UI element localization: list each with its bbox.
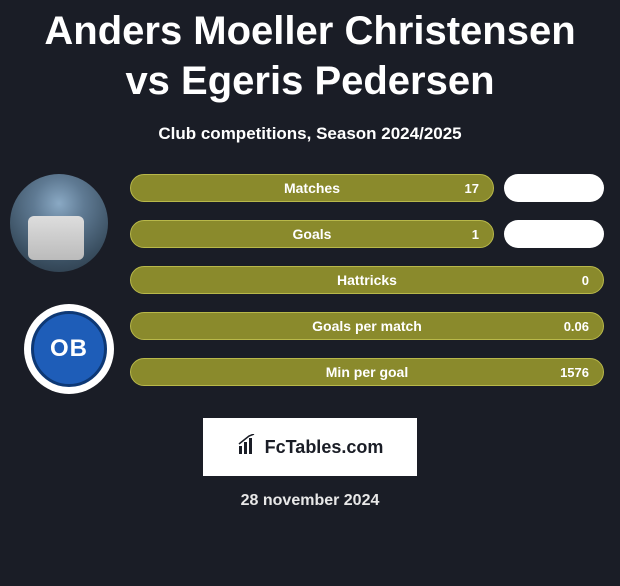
club-badge-inner: OB [31, 311, 107, 387]
comparison-panel: OB Matches 17 Goals 1 Hattricks 0 Goals per ma… [0, 174, 620, 404]
stats-bars: Matches 17 Goals 1 Hattricks 0 Goals per match… [130, 174, 620, 404]
stat-pill: Hattricks 0 [130, 266, 604, 294]
comparison-pill [504, 220, 604, 248]
stat-value: 1 [472, 227, 479, 242]
stat-pill: Goals per match 0.06 [130, 312, 604, 340]
stat-label: Goals [293, 226, 332, 242]
stat-label: Min per goal [326, 364, 408, 380]
stat-label: Goals per match [312, 318, 422, 334]
stat-pill: Matches 17 [130, 174, 494, 202]
stat-value: 0.06 [564, 319, 589, 334]
chart-icon [237, 434, 259, 461]
stat-pill: Goals 1 [130, 220, 494, 248]
club-badge: OB [24, 304, 114, 394]
subtitle: Club competitions, Season 2024/2025 [0, 124, 620, 144]
player-avatar [10, 174, 108, 272]
stat-row: Goals per match 0.06 [130, 312, 604, 340]
stat-value: 0 [582, 273, 589, 288]
page-title: Anders Moeller Christensen vs Egeris Ped… [0, 6, 620, 106]
stat-label: Hattricks [337, 272, 397, 288]
stat-row: Goals 1 [130, 220, 604, 248]
stat-pill: Min per goal 1576 [130, 358, 604, 386]
stat-label: Matches [284, 180, 340, 196]
player-column: OB [0, 174, 130, 394]
stat-row: Matches 17 [130, 174, 604, 202]
stat-value: 17 [465, 181, 479, 196]
brand-box[interactable]: FcTables.com [203, 418, 417, 476]
comparison-pill [504, 174, 604, 202]
date-text: 28 november 2024 [0, 492, 620, 510]
stat-value: 1576 [560, 365, 589, 380]
stat-row: Min per goal 1576 [130, 358, 604, 386]
brand-text: FcTables.com [265, 437, 384, 458]
stat-row: Hattricks 0 [130, 266, 604, 294]
